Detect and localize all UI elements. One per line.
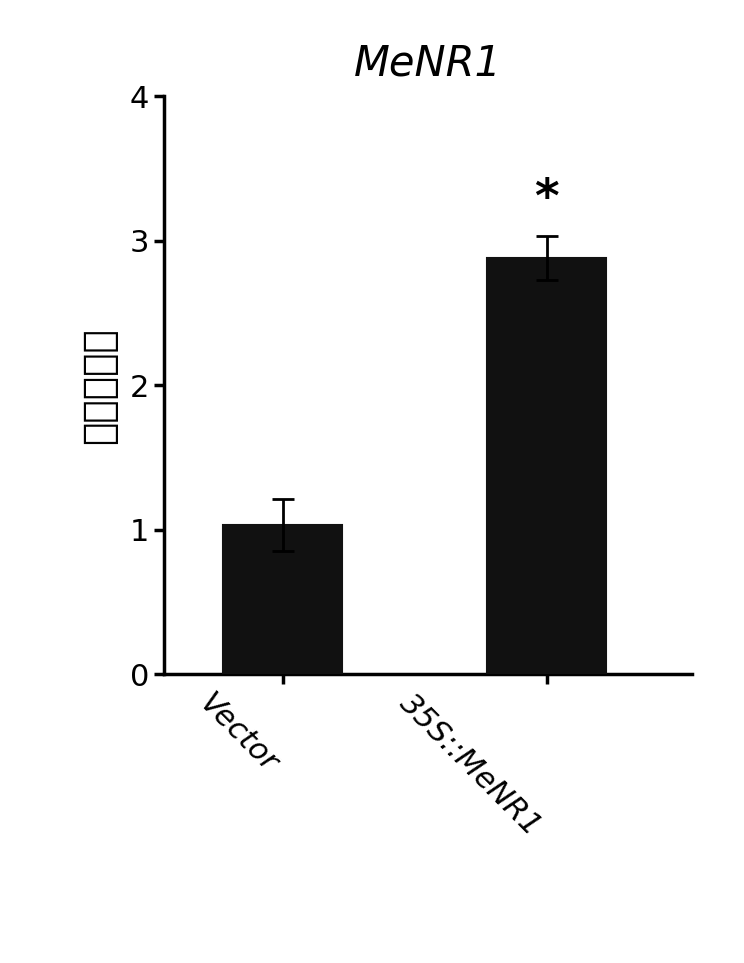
Text: *: * [534,177,559,221]
Y-axis label: 相对表达量: 相对表达量 [80,326,118,444]
Bar [487,258,606,674]
Title: MeNR1: MeNR1 [354,42,501,85]
Bar [223,526,342,674]
